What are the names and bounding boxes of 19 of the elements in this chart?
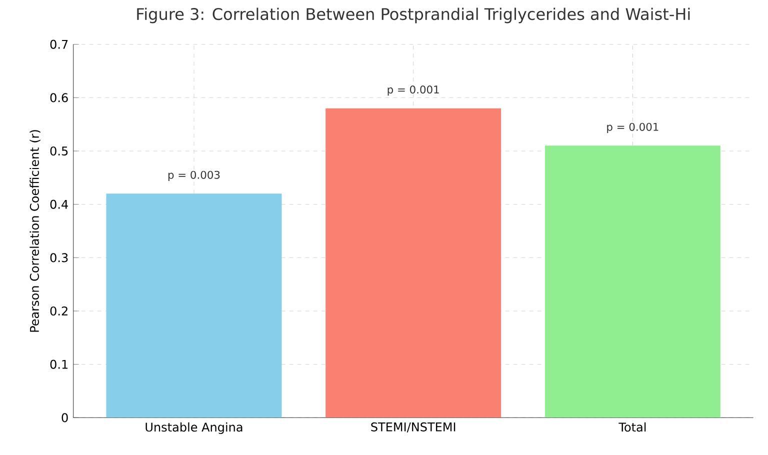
y-axis-title: Pearson Correlation Coefficient (r) <box>30 130 40 332</box>
y-tick-label: 0.6 <box>50 93 68 102</box>
bar <box>544 146 720 418</box>
annotation: p = 0.003 <box>168 170 220 181</box>
y-tick-label: 0.5 <box>50 146 68 156</box>
y-tick-label: 0.1 <box>50 360 68 369</box>
y-tick-label: 0.4 <box>50 200 68 209</box>
y-tick-label: 0.2 <box>50 306 68 316</box>
annotation: p = 0.001 <box>388 85 439 96</box>
chart-title: Figure 3: Correlation Between Postprandial Triglycerides and Waist-Hi <box>137 8 690 24</box>
annotation: p = 0.001 <box>607 122 658 133</box>
bar <box>326 108 502 418</box>
bar <box>106 194 282 418</box>
x-tick-label: STEMI/NSTEMI <box>371 422 456 432</box>
x-tick-label: Total <box>618 422 646 432</box>
x-tick-label: Unstable Angina <box>146 422 242 434</box>
y-tick-label: 0.3 <box>50 253 68 262</box>
y-tick-label: 0.7 <box>50 40 68 49</box>
y-tick-label: 0 <box>62 413 68 422</box>
